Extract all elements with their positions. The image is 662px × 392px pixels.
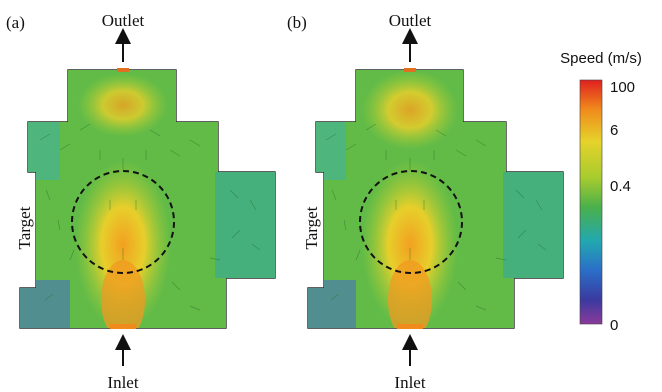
panel-b-target-circle <box>359 170 463 274</box>
panel-b-inlet-label: Inlet <box>394 373 425 392</box>
panel-b: (b) Outlet Inlet Target <box>287 11 564 392</box>
colorbar-gradient <box>579 79 603 325</box>
panel-b-target-label: Target <box>302 206 321 249</box>
panel-a-tag: (a) <box>6 13 25 32</box>
panel-a: (a) Outlet Inlet Target <box>6 11 276 392</box>
panel-b-outlet-label: Outlet <box>389 11 432 30</box>
panel-a-target-circle <box>71 170 175 274</box>
colorbar-tick-0-4: 0.4 <box>610 178 631 195</box>
panel-b-tag: (b) <box>287 13 307 32</box>
colorbar-tick-0: 0 <box>610 317 618 334</box>
panel-b-inlet-port <box>397 324 423 329</box>
speed-colorbar: Speed (m/s) 100 6 0.4 0 <box>560 50 642 334</box>
panel-a-outlet-port <box>117 68 129 72</box>
panel-a-inlet-label: Inlet <box>107 373 138 392</box>
panel-b-domain <box>307 69 564 329</box>
panel-a-domain <box>19 69 276 329</box>
panel-b-outlet-port <box>404 68 416 72</box>
panel-a-inlet-port <box>110 324 136 329</box>
colorbar-tick-6: 6 <box>610 122 618 139</box>
colorbar-tick-100: 100 <box>610 79 635 96</box>
colorbar-title: Speed (m/s) <box>560 50 642 67</box>
panel-a-target-label: Target <box>15 206 34 249</box>
panel-a-outlet-label: Outlet <box>102 11 145 30</box>
